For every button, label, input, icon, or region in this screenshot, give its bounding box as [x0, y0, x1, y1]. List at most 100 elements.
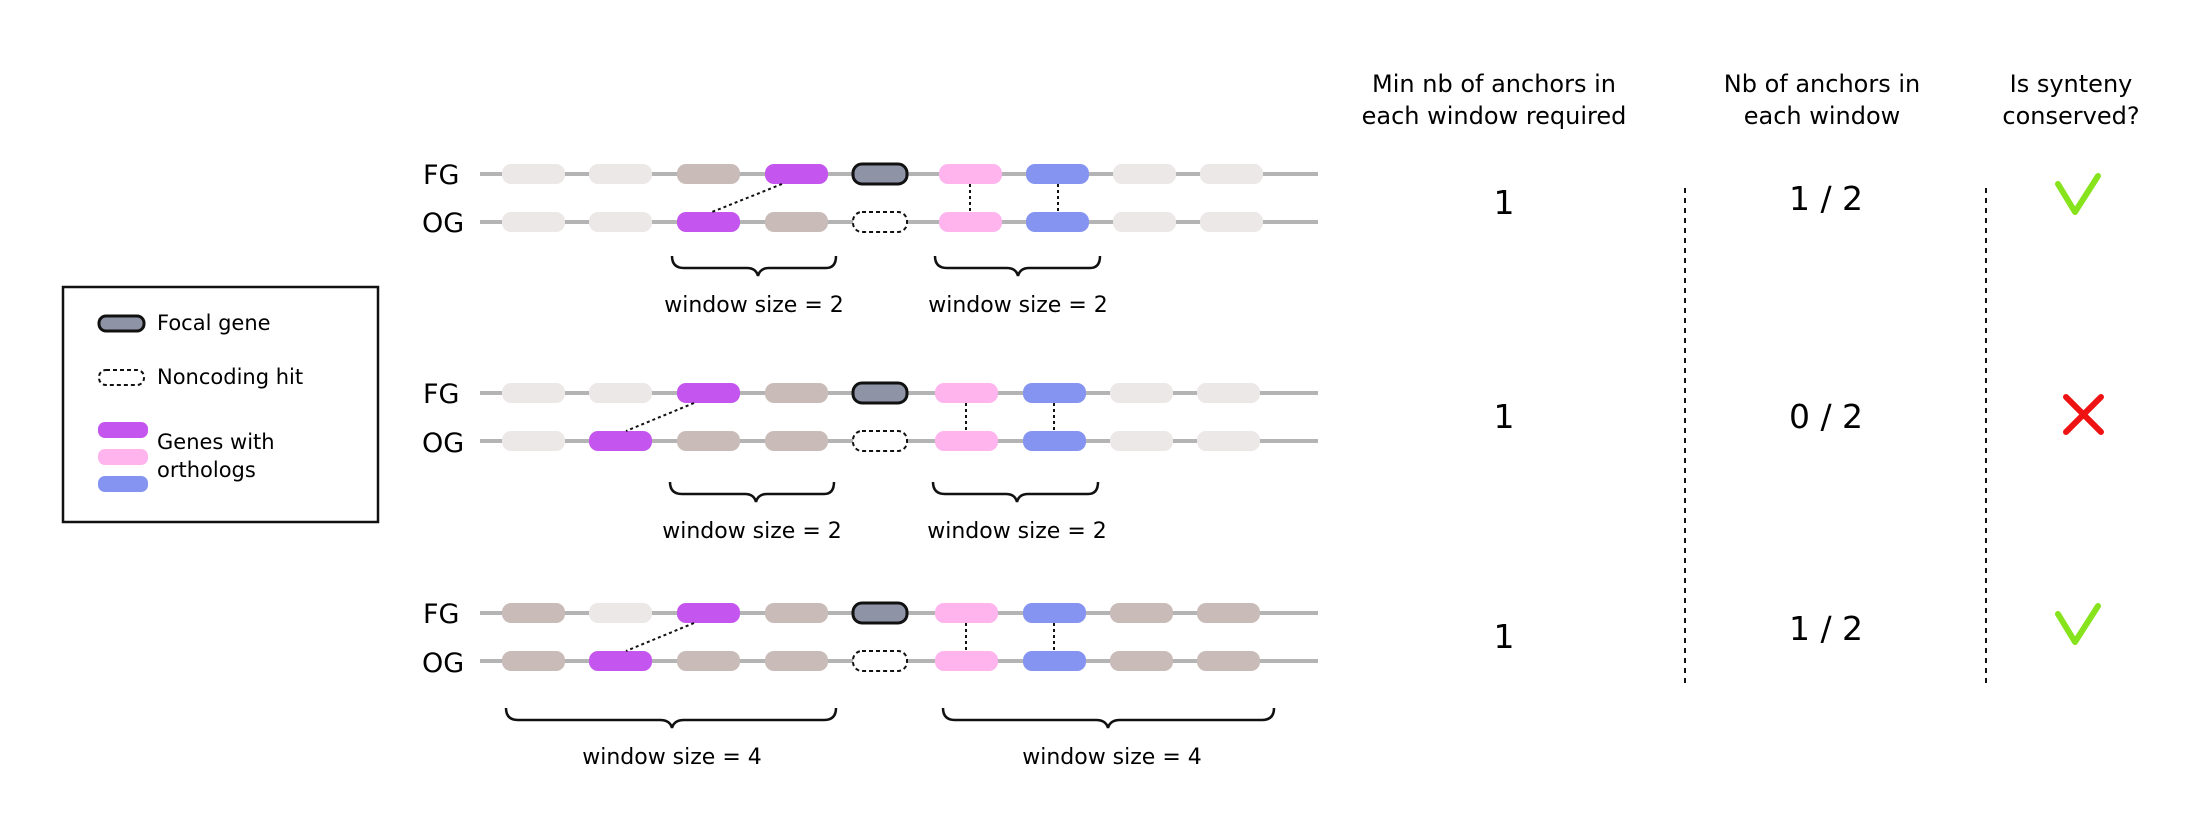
header-min-anchors-2: each window required	[1362, 102, 1627, 130]
ortholog-gene-pink	[939, 164, 1002, 184]
noncoding-hit-swatch	[98, 369, 145, 386]
og-label: OG	[422, 428, 464, 459]
gene	[1110, 431, 1173, 451]
gene	[1200, 212, 1263, 232]
gene	[765, 431, 828, 451]
focal-gene	[851, 601, 909, 625]
ortholog-gene-blue	[1026, 164, 1089, 184]
gene	[502, 651, 565, 671]
min-anchors-value: 1	[1494, 397, 1515, 436]
header-nb-anchors-2: each window	[1744, 102, 1901, 130]
legend-noncoding-label: Noncoding hit	[157, 365, 303, 389]
legend-orthologs-label-1: Genes with	[157, 430, 275, 454]
min-anchors-value: 1	[1494, 617, 1515, 656]
window-brace	[933, 255, 1102, 277]
window-size-label: window size = 2	[927, 519, 1107, 544]
gene	[589, 164, 652, 184]
gene	[1110, 383, 1173, 403]
window-brace	[504, 707, 838, 729]
column-headers: Min nb of anchors in each window require…	[1362, 70, 2140, 130]
gene	[677, 431, 740, 451]
legend-orthologs-label-2: orthologs	[157, 458, 256, 482]
ortholog-gene-purple	[677, 603, 740, 623]
gene	[1200, 164, 1263, 184]
ortholog-swatch-purple	[98, 422, 148, 438]
og-label: OG	[422, 648, 464, 679]
ortholog-gene-blue	[1023, 603, 1086, 623]
ortholog-link	[625, 622, 695, 652]
focal-gene	[851, 162, 909, 186]
fg-label: FG	[423, 160, 459, 191]
ortholog-gene-blue	[1023, 383, 1086, 403]
nb-anchors-value: 1 / 2	[1789, 609, 1863, 648]
gene	[765, 383, 828, 403]
ortholog-link	[711, 183, 783, 213]
gene	[1197, 603, 1260, 623]
focal-gene	[851, 381, 909, 405]
window-size-label: window size = 2	[662, 519, 842, 544]
window-brace	[941, 707, 1276, 729]
ortholog-gene-blue	[1023, 431, 1086, 451]
ortholog-gene-purple	[589, 431, 652, 451]
nb-anchors-value: 0 / 2	[1789, 397, 1863, 436]
gene	[1113, 164, 1176, 184]
nb-anchors-value: 1 / 2	[1789, 179, 1863, 218]
focal-gene-swatch	[97, 314, 146, 333]
og-label: OG	[422, 208, 464, 239]
legend-box: Focal gene Noncoding hit Genes with orth…	[61, 285, 380, 524]
gene	[765, 212, 828, 232]
ortholog-gene-pink	[935, 431, 998, 451]
gene	[1197, 431, 1260, 451]
ortholog-swatch-pink	[98, 449, 148, 465]
gene	[502, 212, 565, 232]
window-brace	[931, 481, 1100, 503]
header-conserved-2: conserved?	[2002, 102, 2139, 130]
legend-focal-label: Focal gene	[157, 311, 271, 335]
gene	[1197, 651, 1260, 671]
ortholog-gene-pink	[935, 603, 998, 623]
ortholog-gene-purple	[765, 164, 828, 184]
check-icon	[2055, 173, 2101, 215]
noncoding-hit	[852, 650, 908, 672]
ortholog-gene-purple	[677, 212, 740, 232]
scenario-2: FG OG window size = 2 window size = 2	[422, 379, 2104, 544]
header-min-anchors-1: Min nb of anchors in	[1372, 70, 1616, 98]
gene	[1113, 212, 1176, 232]
ortholog-link	[625, 402, 695, 432]
ortholog-gene-blue	[1026, 212, 1089, 232]
gene	[1110, 603, 1173, 623]
gene	[765, 651, 828, 671]
window-brace	[670, 255, 838, 277]
window-size-label: window size = 2	[928, 293, 1108, 318]
ortholog-gene-blue	[1023, 651, 1086, 671]
gene	[1110, 651, 1173, 671]
ortholog-gene-purple	[589, 651, 652, 671]
ortholog-gene-pink	[935, 651, 998, 671]
gene	[677, 651, 740, 671]
check-icon	[2055, 603, 2101, 645]
ortholog-gene-pink	[939, 212, 1002, 232]
gene	[502, 603, 565, 623]
window-size-label: window size = 2	[664, 293, 844, 318]
gene	[589, 383, 652, 403]
window-size-label: window size = 4	[1022, 745, 1202, 770]
header-nb-anchors-1: Nb of anchors in	[1724, 70, 1920, 98]
window-brace	[668, 481, 836, 503]
gene	[502, 431, 565, 451]
noncoding-hit	[852, 430, 908, 452]
gene	[589, 603, 652, 623]
fg-label: FG	[423, 599, 459, 630]
min-anchors-value: 1	[1494, 183, 1515, 222]
gene	[765, 603, 828, 623]
ortholog-gene-purple	[677, 383, 740, 403]
scenario-3: FG OG window size = 4 window size = 4	[422, 599, 2101, 770]
window-size-label: window size = 4	[582, 745, 762, 770]
gene	[677, 164, 740, 184]
fg-label: FG	[423, 379, 459, 410]
ortholog-swatch-blue	[98, 476, 148, 492]
noncoding-hit	[852, 211, 908, 233]
gene	[502, 164, 565, 184]
gene	[502, 383, 565, 403]
cross-icon	[2063, 394, 2104, 435]
gene	[1197, 383, 1260, 403]
